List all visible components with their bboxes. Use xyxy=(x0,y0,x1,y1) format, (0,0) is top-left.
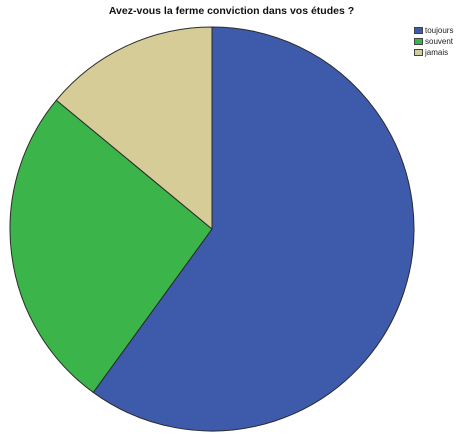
pie-slice-souvent xyxy=(9,99,213,394)
legend-label: jamais xyxy=(425,48,449,57)
legend-swatch xyxy=(414,38,423,45)
legend-label: souvent xyxy=(425,37,454,46)
pie-slice-jamais xyxy=(55,26,213,231)
legend-swatch xyxy=(414,27,423,34)
pie-slice-toujours xyxy=(92,26,415,432)
legend: toujours souvent jamais xyxy=(414,25,453,58)
legend-item-souvent: souvent xyxy=(414,36,453,47)
legend-swatch xyxy=(414,49,423,56)
chart-title: Avez-vous la ferme conviction dans vos é… xyxy=(108,5,355,17)
legend-label: toujours xyxy=(425,26,454,35)
legend-item-jamais: jamais xyxy=(414,47,453,58)
legend-item-toujours: toujours xyxy=(414,25,453,36)
